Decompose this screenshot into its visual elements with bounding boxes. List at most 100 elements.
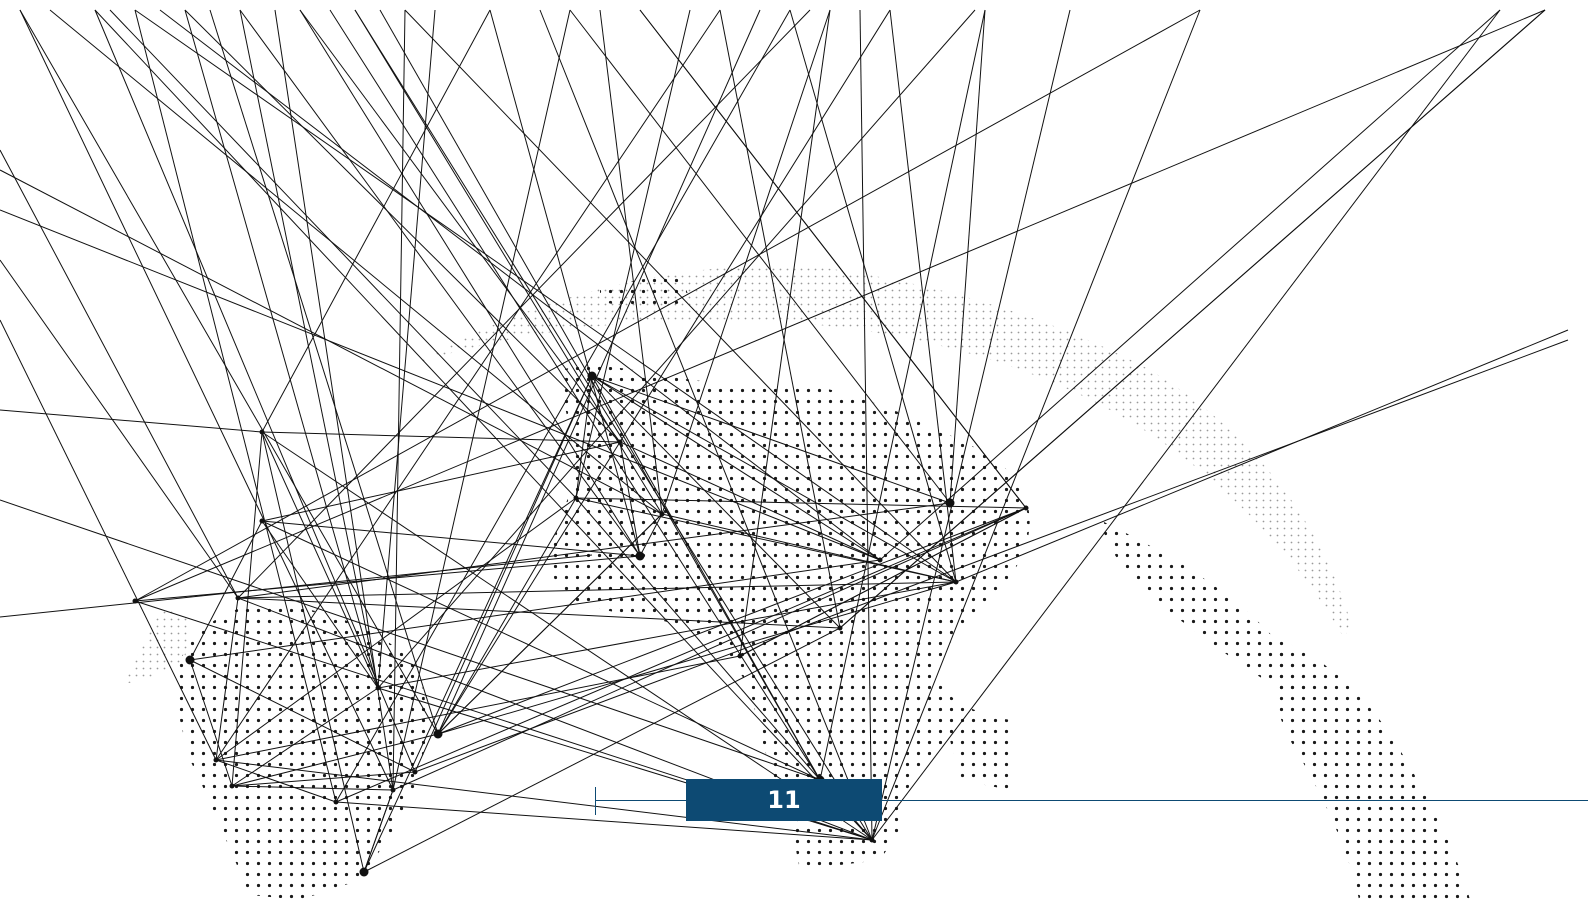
network-line xyxy=(0,554,593,618)
network-line xyxy=(354,9,663,515)
network-line xyxy=(575,9,691,499)
network-line xyxy=(261,431,873,841)
network-line xyxy=(591,375,951,504)
network-line xyxy=(437,507,1027,735)
network-line xyxy=(237,597,841,629)
network-line xyxy=(437,581,957,735)
network-line xyxy=(189,559,881,661)
network-line xyxy=(437,497,577,735)
network-node xyxy=(1023,505,1029,511)
network-line xyxy=(879,9,1501,561)
network-node xyxy=(837,625,843,631)
network-line xyxy=(839,9,1546,629)
page-footer-rule-tick xyxy=(595,787,596,815)
network-line xyxy=(335,9,791,803)
network-line xyxy=(0,409,263,433)
network-line xyxy=(619,441,641,557)
network-node xyxy=(390,787,396,793)
network-line xyxy=(261,520,821,781)
network-lines xyxy=(0,9,1569,873)
network-line xyxy=(0,319,217,761)
network-line xyxy=(189,659,416,773)
network-line xyxy=(569,9,951,504)
network-nodes xyxy=(132,371,1029,877)
network-line xyxy=(261,431,621,443)
network-line xyxy=(329,9,821,781)
network-node xyxy=(375,685,381,691)
network-line xyxy=(661,513,957,583)
network-line xyxy=(184,9,621,443)
network-line xyxy=(159,9,881,561)
network-line xyxy=(639,9,1027,509)
network-node xyxy=(333,799,339,805)
network-line xyxy=(274,9,394,791)
network-line xyxy=(231,733,439,787)
network-line xyxy=(261,441,621,522)
network-line xyxy=(215,655,741,761)
network-line xyxy=(19,9,439,735)
network-line xyxy=(414,375,593,773)
network-line xyxy=(363,375,593,873)
page-footer-rule xyxy=(595,800,1588,801)
network-line xyxy=(109,9,577,499)
network-line xyxy=(237,581,957,599)
network-node xyxy=(659,511,665,517)
network-line xyxy=(489,9,641,557)
network-line xyxy=(0,149,239,599)
network-line xyxy=(871,9,1201,841)
network-node xyxy=(235,595,241,601)
network-node xyxy=(412,769,418,775)
network-line xyxy=(134,9,1546,602)
network-line xyxy=(215,759,337,803)
network-line xyxy=(377,9,976,689)
network-line xyxy=(231,687,379,787)
network-line xyxy=(719,9,841,629)
network-line xyxy=(955,329,1569,583)
network-line xyxy=(363,789,394,873)
network-node xyxy=(635,551,645,561)
network-line xyxy=(575,375,593,499)
network-line xyxy=(377,581,957,689)
network-line xyxy=(739,9,831,657)
network-line xyxy=(859,9,873,841)
network-line xyxy=(871,9,1071,841)
network-line xyxy=(231,785,394,791)
network-line xyxy=(215,597,239,761)
network-line xyxy=(889,9,957,583)
network-line xyxy=(215,497,577,761)
network-line xyxy=(134,9,957,583)
network-line xyxy=(591,375,881,561)
network-line xyxy=(261,431,379,689)
network-node xyxy=(587,371,597,381)
network-line xyxy=(392,507,1027,791)
network-line xyxy=(231,771,416,787)
network-line xyxy=(539,9,873,841)
network-line xyxy=(335,801,873,841)
network-node xyxy=(953,579,959,585)
network-node xyxy=(132,598,138,604)
network-line xyxy=(591,375,821,781)
page-number: 11 xyxy=(767,786,801,814)
network-line xyxy=(134,9,1201,602)
network-line xyxy=(437,513,663,735)
network-node xyxy=(433,729,443,739)
network-line xyxy=(591,375,957,583)
network-node xyxy=(259,518,265,524)
network-line xyxy=(0,259,239,599)
network-line xyxy=(209,9,439,735)
network-line xyxy=(819,9,986,781)
network-node xyxy=(869,837,875,843)
network-node xyxy=(229,783,235,789)
network-line xyxy=(261,431,365,873)
network-node xyxy=(617,439,623,445)
network-line xyxy=(215,9,721,761)
network-line xyxy=(414,339,1569,773)
network-line xyxy=(949,9,986,504)
network-line xyxy=(261,9,491,433)
network-line xyxy=(189,520,263,661)
network-line xyxy=(239,9,641,557)
network-line xyxy=(404,9,957,583)
network-line xyxy=(392,9,406,791)
network-line xyxy=(639,513,663,557)
